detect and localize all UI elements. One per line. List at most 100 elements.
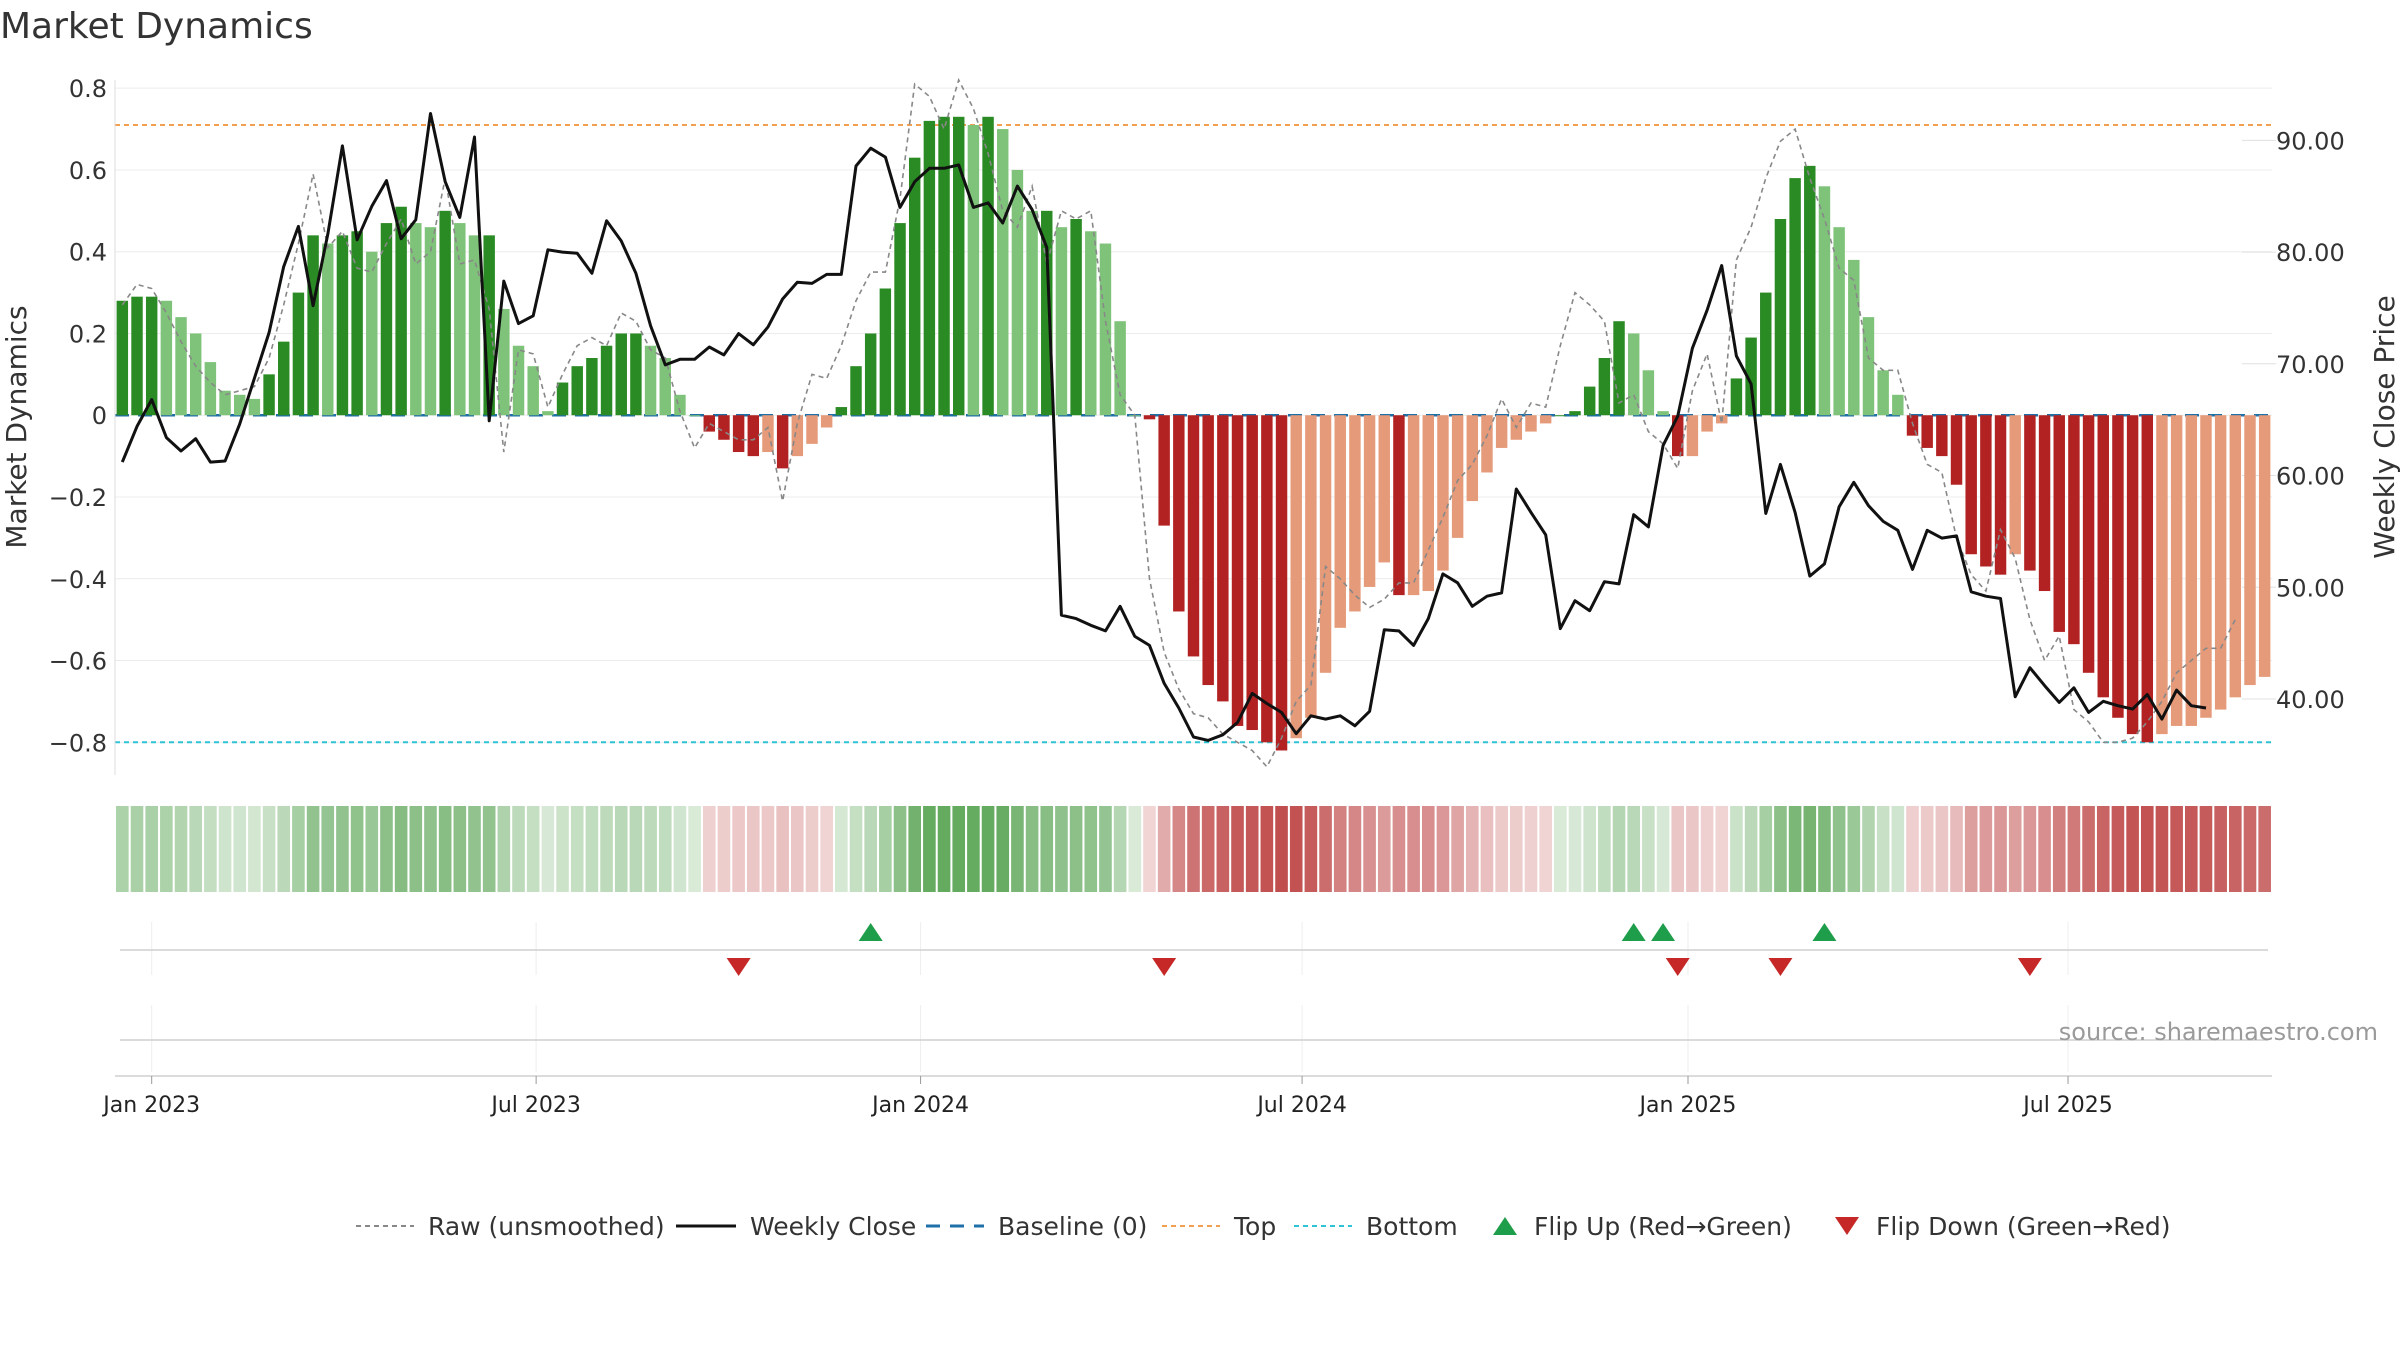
legend-label: Weekly Close	[750, 1212, 916, 1241]
dynamics-bar	[1451, 415, 1464, 538]
y-tick-label: 0	[92, 402, 107, 430]
heat-cell	[1627, 806, 1641, 892]
dynamics-bar	[806, 415, 818, 444]
dynamics-bar	[1627, 333, 1640, 416]
dynamics-bar	[1877, 370, 1889, 416]
heat-cell	[1187, 806, 1200, 892]
dynamics-bar	[2112, 415, 2124, 718]
dynamics-bar	[1305, 415, 1317, 718]
dynamics-bar	[1936, 415, 1948, 457]
dynamics-bar	[145, 296, 158, 416]
dynamics-bar	[1261, 415, 1273, 743]
dynamics-bar	[1041, 210, 1053, 416]
heat-cell	[292, 806, 305, 892]
heat-cell	[1906, 806, 1919, 892]
legend-swatch-flip-up	[1493, 1217, 1517, 1235]
dynamics-bar	[2156, 415, 2168, 735]
dynamics-bar	[527, 366, 539, 416]
heat-cell	[453, 806, 467, 892]
close-line-group	[120, 112, 2207, 742]
dynamics-bar	[1539, 415, 1552, 424]
heat-cell	[1686, 806, 1699, 892]
heat-cell	[1612, 806, 1626, 892]
dynamics-bar	[1862, 317, 1875, 416]
y-tick-label: −0.8	[49, 729, 107, 757]
heat-cell	[321, 806, 335, 892]
heat-cell	[937, 806, 951, 892]
heat-cell	[145, 806, 158, 892]
heat-cell	[1201, 806, 1215, 892]
heat-cell	[1642, 806, 1655, 892]
dynamics-bar	[2009, 415, 2021, 555]
heat-cell	[600, 806, 613, 892]
heat-cell	[1363, 806, 1376, 892]
heat-cell	[2155, 806, 2169, 892]
dynamics-bar	[1760, 292, 1772, 416]
heat-cell	[2243, 806, 2257, 892]
dynamics-bar	[1187, 415, 1200, 657]
heat-cell	[2199, 806, 2213, 892]
dynamics-bar	[1290, 415, 1302, 739]
y2-tick-label: 70.00	[2276, 351, 2345, 379]
heat-cell	[1788, 806, 1802, 892]
heat-cell	[1172, 806, 1186, 892]
dynamics-bar	[1275, 415, 1288, 751]
heat-cell	[2067, 806, 2081, 892]
dynamics-bar	[395, 206, 407, 416]
heat-cell	[908, 806, 922, 892]
heat-cell	[805, 806, 819, 892]
dynamics-bar	[322, 243, 334, 416]
dynamics-bar	[659, 358, 671, 416]
y2-tick-label: 50.00	[2276, 574, 2345, 602]
dynamics-bar	[982, 116, 994, 416]
heat-cell	[1495, 806, 1508, 892]
dynamics-bar	[1525, 415, 1537, 432]
dynamics-bar	[439, 210, 451, 416]
heat-cell	[1377, 806, 1391, 892]
heat-cell	[1304, 806, 1318, 892]
heat-cell	[1157, 806, 1171, 892]
heat-cell	[1583, 806, 1596, 892]
heat-cell	[923, 806, 936, 892]
left-axis: 0.8 0.6 0.4 0.2 0 −0.2 −0.4 −0.6 −0.8	[49, 75, 116, 775]
heat-cell	[1465, 806, 1479, 892]
flip-panel	[120, 922, 2268, 976]
x-tick-label: Jul 2025	[2021, 1093, 2113, 1118]
dynamics-bar	[234, 394, 246, 416]
dynamics-bar	[454, 223, 466, 416]
dynamics-bar	[1818, 186, 1831, 416]
x-tick-label: Jan 2025	[1638, 1093, 1737, 1118]
dynamics-bar	[1481, 415, 1493, 473]
dynamics-bar	[1246, 415, 1258, 731]
dynamics-bar	[1569, 411, 1581, 416]
heat-cell	[1568, 806, 1582, 892]
flip-down-marker	[2017, 958, 2042, 976]
dynamics-bar	[688, 415, 701, 417]
dynamics-bar	[1407, 415, 1420, 596]
dynamics-bar	[204, 362, 217, 416]
dynamics-bar	[1495, 415, 1508, 448]
dynamics-bar	[1789, 178, 1801, 416]
dynamics-bar	[820, 415, 833, 428]
heat-cell	[380, 806, 393, 892]
dynamics-bar	[2214, 415, 2227, 710]
heat-cell	[1920, 806, 1934, 892]
heat-cell	[1994, 806, 2007, 892]
dynamics-bar	[2068, 415, 2080, 645]
dynamics-bar	[997, 129, 1009, 416]
heat-strip	[116, 806, 2271, 892]
dynamics-bar	[864, 333, 877, 416]
heat-cell	[218, 806, 232, 892]
dynamics-bar	[219, 390, 231, 416]
heat-cell	[879, 806, 892, 892]
dynamics-bar	[1686, 415, 1699, 457]
dynamics-bar	[835, 407, 848, 416]
heat-cell	[1055, 806, 1068, 892]
heat-cell	[482, 806, 496, 892]
heat-cell	[732, 806, 745, 892]
dynamics-bar	[1217, 415, 1229, 702]
x-tick-label: Jul 2023	[489, 1093, 581, 1118]
heat-cell	[1480, 806, 1494, 892]
dynamics-bar	[923, 120, 936, 416]
